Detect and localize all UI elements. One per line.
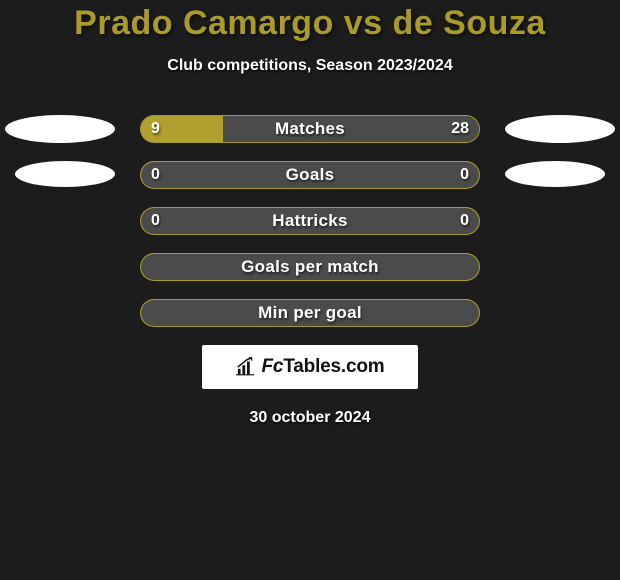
stat-row: Hattricks00 — [0, 207, 620, 235]
stat-bar-inner: Min per goal — [141, 300, 479, 326]
stat-row: Goals00 — [0, 161, 620, 189]
stat-row: Matches928 — [0, 115, 620, 143]
stat-row: Min per goal — [0, 299, 620, 327]
stat-value-left: 9 — [151, 115, 193, 143]
logo-text: FcTables.com — [262, 356, 385, 378]
date-text: 30 october 2024 — [0, 409, 620, 427]
page-title: Prado Camargo vs de Souza — [0, 4, 620, 43]
stat-value-left: 0 — [151, 207, 193, 235]
logo-text-rest: Tables.com — [283, 356, 384, 378]
bar-chart-icon — [236, 357, 258, 377]
stats-container: Matches928Goals00Hattricks00Goals per ma… — [0, 115, 620, 327]
stat-bar-inner: Goals per match — [141, 254, 479, 280]
stat-label: Goals per match — [141, 254, 479, 280]
stat-label: Min per goal — [141, 300, 479, 326]
logo: FcTables.com — [202, 345, 418, 389]
stat-value-right: 0 — [427, 161, 469, 189]
stat-value-left: 0 — [151, 161, 193, 189]
stat-value-right: 0 — [427, 207, 469, 235]
stat-row: Goals per match — [0, 253, 620, 281]
stat-value-right: 28 — [427, 115, 469, 143]
subtitle: Club competitions, Season 2023/2024 — [0, 57, 620, 75]
logo-text-prefix: Fc — [262, 356, 284, 378]
